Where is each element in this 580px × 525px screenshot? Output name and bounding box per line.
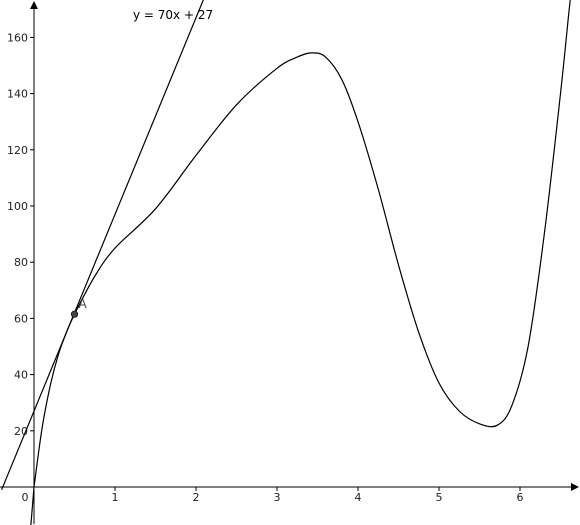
x-axis-arrow xyxy=(571,483,579,491)
y-tick-label: 100 xyxy=(7,200,28,213)
points-layer: A xyxy=(70,297,88,318)
y-tick-label: 120 xyxy=(7,144,28,157)
y-tick-label: 160 xyxy=(7,31,28,44)
y-tick-label: 140 xyxy=(7,88,28,101)
y-tick-label: 60 xyxy=(14,312,28,325)
x-tick-label: 6 xyxy=(517,491,524,504)
x-tick-label: 0 xyxy=(22,491,29,504)
x-tick-label: 2 xyxy=(193,491,200,504)
tangent-line-label: y = 70x + 27 xyxy=(133,8,213,22)
y-axis-arrow xyxy=(30,1,38,9)
point-a-label: A xyxy=(79,297,88,311)
x-tick-label: 4 xyxy=(355,491,362,504)
y-tick-label: 80 xyxy=(14,256,28,269)
x-tick-label: 5 xyxy=(436,491,443,504)
y-tick-label: 40 xyxy=(14,369,28,382)
x-tick-label: 3 xyxy=(274,491,281,504)
tangent-line xyxy=(1,0,204,491)
function-curve-head xyxy=(568,0,571,15)
point-a-marker xyxy=(70,310,79,318)
function-curve-tail xyxy=(30,486,35,525)
x-tick-label: 1 xyxy=(112,491,119,504)
